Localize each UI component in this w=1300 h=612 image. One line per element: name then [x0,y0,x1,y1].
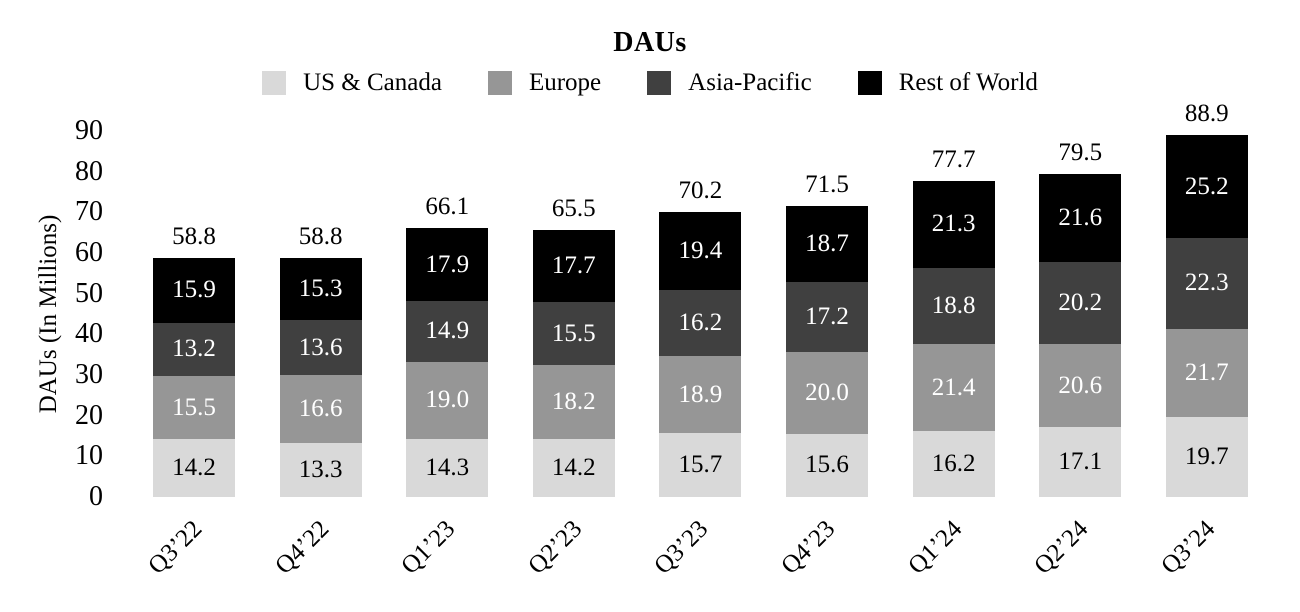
y-axis-tick-label: 40 [75,318,103,350]
x-axis-tick-label: Q3’23 [649,515,714,580]
y-axis-tick-label: 70 [75,196,103,228]
bar-total-label: 88.9 [1184,100,1229,128]
bar-total-label: 77.7 [931,146,976,174]
legend-item-europe: Europe [487,69,602,97]
y-axis-tick-label: 60 [75,237,103,268]
legend-label: Rest of World [898,69,1038,96]
bar-segment-rest-of-world: 18.7 [786,206,868,283]
bar-segment-rest-of-world: 19.4 [659,211,742,291]
bar-segment-europe: 16.6 [279,375,362,443]
x-axis-tick-label: Q3’22 [143,515,208,580]
bar-segment-us-canada: 17.1 [1039,427,1122,497]
bar-segment-us-canada: 13.3 [279,442,362,497]
bar-segment-europe: 21.4 [912,344,995,432]
bar-segment-asia-pacific: 22.3 [1165,237,1248,329]
bar-total-label: 66.1 [425,193,470,221]
legend-item-us-canada: US & Canada [262,69,442,97]
rest-of-world-swatch-icon [857,71,882,95]
bar-segment-asia-pacific: 18.8 [912,267,995,345]
y-axis-tick-label: 0 [89,481,103,512]
bar-segment-rest-of-world: 17.7 [532,230,615,303]
bar-segment-us-canada: 15.7 [659,433,742,497]
asia-pacific-swatch-icon [647,71,672,95]
bar-segment-asia-pacific: 16.2 [659,290,742,357]
legend-label: Europe [528,69,602,96]
bar-segment-europe: 18.9 [659,356,742,434]
y-axis-tick-label: 90 [75,115,103,146]
chart-legend: US & Canada Europe Asia-Pacific Rest of Wor… [0,69,1300,97]
x-axis-tick-label: Q2’24 [1029,515,1094,580]
x-axis-tick-label: Q1’24 [902,515,967,580]
us-canada-swatch-icon [262,71,287,95]
bar-segment-europe: 20.0 [786,352,868,434]
y-axis-tick-label: 30 [75,359,103,390]
bar-segment-rest-of-world: 21.3 [912,181,995,268]
bar-segment-us-canada: 14.2 [153,439,235,497]
bar-segment-europe: 20.6 [1039,343,1122,428]
bar-total-label: 71.5 [805,171,849,199]
bar-segment-rest-of-world: 25.2 [1165,135,1248,238]
bar-segment-rest-of-world: 21.6 [1039,173,1122,262]
bar-segment-us-canada: 16.2 [912,431,995,497]
bar-segment-us-canada: 14.3 [406,438,489,497]
bar-segment-asia-pacific: 14.9 [406,300,489,362]
x-axis-tick-label: Q4’22 [269,515,334,580]
bar-segment-asia-pacific: 17.2 [786,282,868,353]
y-axis-tick-label: 50 [75,277,103,309]
x-axis-tick-label: Q1’23 [396,515,461,580]
bar-segment-us-canada: 15.6 [786,433,868,497]
bar-segment-europe: 21.7 [1165,328,1248,417]
bar-total-label: 70.2 [678,176,723,204]
bar-total-label: 65.5 [551,195,596,223]
y-axis-tick-label: 20 [75,399,103,431]
legend-item-rest-of-world: Rest of World [857,69,1038,97]
y-axis-tick-label: 10 [75,440,103,472]
chart-title: DAUs [613,27,687,58]
x-axis-tick-label: Q2’23 [522,515,588,580]
bar-segment-rest-of-world: 15.3 [279,257,362,321]
bar-segment-europe: 19.0 [406,361,489,439]
bar-segment-rest-of-world: 15.9 [153,257,235,323]
legend-label: Asia-Pacific [688,69,812,96]
x-axis-tick-label: Q4’23 [776,515,841,580]
legend-item-asia-pacific: Asia-Pacific [647,69,812,97]
bar-total-label: 58.8 [298,222,343,250]
bar-segment-us-canada: 19.7 [1165,416,1248,497]
bar-segment-europe: 15.5 [153,376,235,440]
x-axis-tick-label: Q3’24 [1155,515,1221,580]
bar-segment-asia-pacific: 13.6 [279,320,362,376]
bar-segment-rest-of-world: 17.9 [406,228,489,301]
bar-total-label: 79.5 [1058,138,1103,166]
bar-segment-asia-pacific: 20.2 [1039,261,1122,344]
bar-segment-europe: 18.2 [532,365,615,440]
bar-total-label: 58.8 [172,222,216,250]
bar-segment-asia-pacific: 15.5 [532,302,615,366]
europe-swatch-icon [487,71,512,95]
bar-segment-asia-pacific: 13.2 [153,322,235,377]
bar-segment-us-canada: 14.2 [532,439,615,497]
legend-label: US & Canada [303,69,442,96]
y-axis-tick-label: 80 [75,155,103,187]
